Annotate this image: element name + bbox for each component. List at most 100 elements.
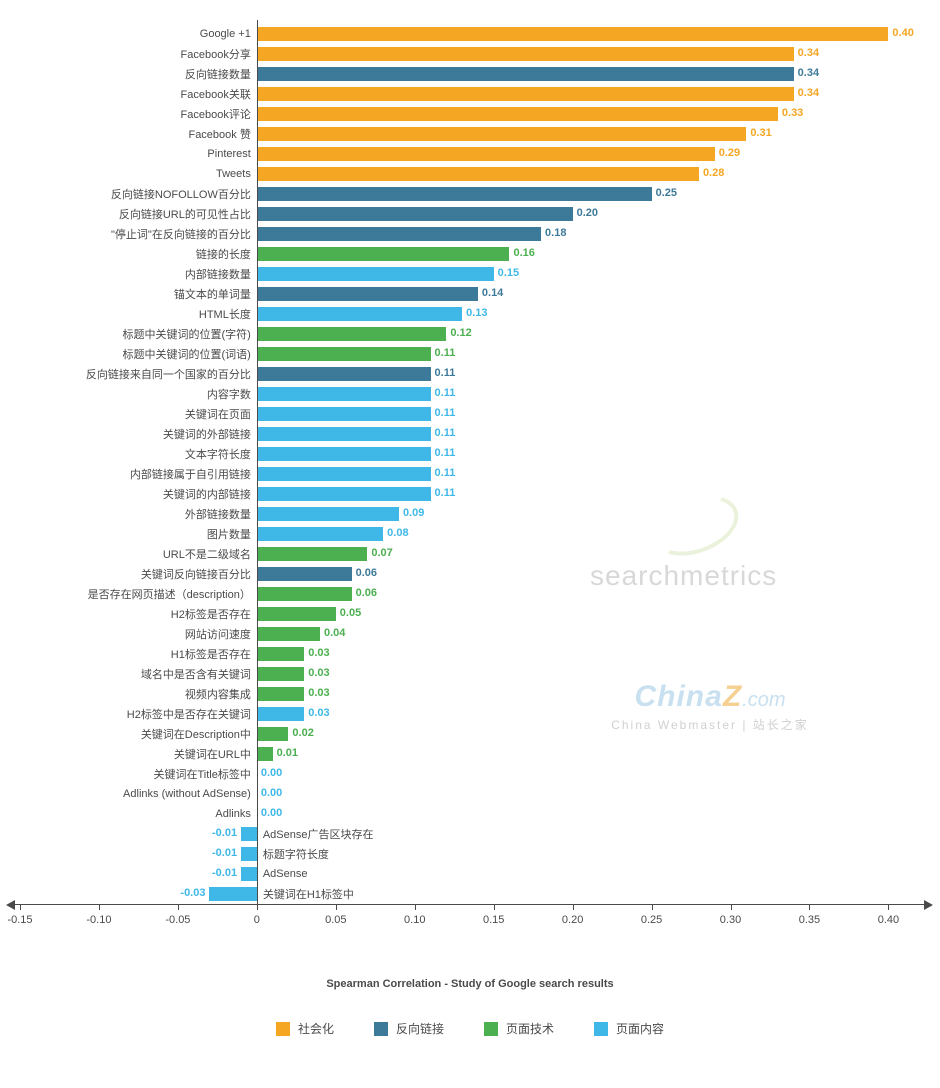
x-tick (178, 904, 179, 910)
bar-value-label: -0.01 (212, 847, 237, 859)
x-tick (652, 904, 653, 910)
bar-value-label: 0.01 (277, 747, 298, 759)
bar-label: 反向链接URL的可见性占比 (119, 206, 257, 222)
bar-rect (257, 87, 794, 101)
bar-rect (257, 227, 541, 241)
x-tick (573, 904, 574, 910)
bar-row: AdSense广告区块存在 -0.01 (10, 824, 930, 844)
bar-label: H2标签是否存在 (171, 606, 257, 622)
bar-value-label: 0.00 (261, 807, 282, 819)
bar-value-label: 0.02 (292, 727, 313, 739)
bar-rect (257, 347, 431, 361)
bar-rect (257, 487, 431, 501)
bar-row: 标题中关键词的位置(字符)0.12 (10, 324, 930, 344)
bar-value-label: 0.03 (308, 687, 329, 699)
bar-rect (241, 827, 257, 841)
bar-label: 关键词反向链接百分比 (141, 566, 257, 582)
bar-label: URL不是二级域名 (163, 546, 257, 562)
bar-label: HTML长度 (199, 306, 257, 322)
bar-row: 关键词在H1标签中-0.03 (10, 884, 930, 904)
x-tick-label: 0.10 (404, 914, 425, 926)
bar-rect (257, 207, 573, 221)
bar-rect (257, 587, 352, 601)
chart-legend: 社会化反向链接页面技术页面内容 (10, 1020, 930, 1037)
bar-rect (257, 27, 889, 41)
bar-rect (257, 447, 431, 461)
bar-value-label: -0.01 (212, 827, 237, 839)
bar-value-label: 0.12 (450, 327, 471, 339)
x-tick (494, 904, 495, 910)
bar-label: 网站访问速度 (185, 626, 257, 642)
bar-rect (257, 367, 431, 381)
bar-rect (257, 107, 778, 121)
bar-row: Facebook评论0.33 (10, 104, 930, 124)
bar-rect (257, 187, 652, 201)
bar-value-label: 0.05 (340, 607, 361, 619)
bar-value-label: 0.28 (703, 167, 724, 179)
x-tick (731, 904, 732, 910)
bar-rect (257, 307, 462, 321)
bar-value-label: 0.11 (435, 447, 456, 459)
bar-rect (209, 887, 256, 901)
bar-rect (257, 287, 478, 301)
bar-value-label: 0.09 (403, 507, 424, 519)
bar-row: 反向链接数量0.34 (10, 64, 930, 84)
bar-label: 锚文本的单词量 (174, 286, 257, 302)
bar-row: 内部链接数量0.15 (10, 264, 930, 284)
legend-item: 反向链接 (374, 1020, 444, 1037)
bar-row: AdSense-0.01 (10, 864, 930, 884)
bar-label: AdSense广告区块存在 (257, 826, 374, 842)
x-tick-label: 0.30 (720, 914, 741, 926)
bar-label: 外部链接数量 (185, 506, 257, 522)
x-axis-title: Spearman Correlation - Study of Google s… (10, 978, 930, 990)
bar-row: 反向链接来自同一个国家的百分比0.11 (10, 364, 930, 384)
bar-value-label: 0.11 (435, 347, 456, 359)
x-tick-label: 0.05 (325, 914, 346, 926)
bar-label: Tweets (216, 168, 257, 180)
x-tick (888, 904, 889, 910)
bar-row: 关键词在Title标签中0.00 (10, 764, 930, 784)
bar-label: 关键词的内部链接 (163, 486, 257, 502)
bar-label: Facebook 赞 (188, 126, 256, 142)
bar-label: 反向链接数量 (185, 66, 257, 82)
bar-rect (257, 667, 304, 681)
x-tick-label: 0 (254, 914, 260, 926)
bar-row: Pinterest 0.29 (10, 144, 930, 164)
correlation-bar-chart: Google +10.40Facebook分享0.34反向链接数量0.34Fac… (10, 20, 930, 950)
bar-rect (257, 627, 320, 641)
x-tick-label: -0.15 (7, 914, 32, 926)
bar-label: Facebook关联 (181, 86, 257, 102)
bar-value-label: 0.11 (435, 387, 456, 399)
bar-value-label: 0.29 (719, 147, 740, 159)
bar-label: 域名中是否含有关键词 (141, 666, 257, 682)
bar-value-label: 0.03 (308, 647, 329, 659)
bar-label: 内部链接属于自引用链接 (130, 466, 257, 482)
axis-arrow-left-icon (6, 900, 15, 910)
bar-label: 内容字数 (207, 386, 257, 402)
bar-rect (257, 427, 431, 441)
bar-rect (257, 547, 368, 561)
x-tick (20, 904, 21, 910)
bar-row: 图片数量0.08 (10, 524, 930, 544)
x-tick (809, 904, 810, 910)
x-tick (415, 904, 416, 910)
bar-rect (257, 67, 794, 81)
bar-label: H1标签是否存在 (171, 646, 257, 662)
bar-row: Facebook 赞0.31 (10, 124, 930, 144)
legend-label: 社会化 (298, 1020, 334, 1037)
bar-row: Adlinks (without AdSense)0.00 (10, 784, 930, 804)
bar-label: Pinterest (207, 148, 256, 160)
bar-row: 反向链接URL的可见性占比0.20 (10, 204, 930, 224)
bar-rect (257, 247, 510, 261)
bar-rect (257, 607, 336, 621)
bar-value-label: 0.08 (387, 527, 408, 539)
bar-label: Google +1 (200, 28, 257, 40)
bar-value-label: 0.04 (324, 627, 345, 639)
bar-rect (257, 747, 273, 761)
bar-rect (257, 507, 399, 521)
bar-rect (257, 127, 746, 141)
bar-row: 内容字数 0.11 (10, 384, 930, 404)
bar-row: Facebook分享0.34 (10, 44, 930, 64)
bar-rect (241, 867, 257, 881)
bar-value-label: 0.11 (435, 487, 456, 499)
